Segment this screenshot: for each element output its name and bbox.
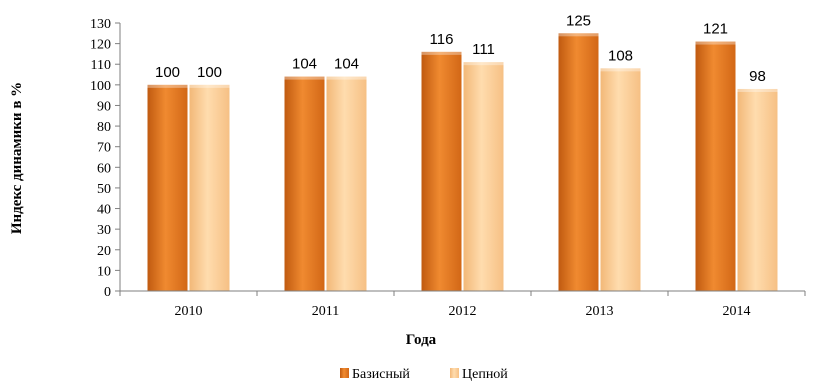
y-tick-label: 60: [97, 161, 111, 176]
bar-chain-2010: [189, 84, 230, 291]
y-tick-label: 130: [90, 17, 111, 32]
y-tick-label: 90: [97, 99, 111, 114]
data-label: 98: [749, 68, 766, 85]
data-label: 108: [608, 47, 633, 64]
bar-highlight: [695, 41, 736, 45]
bar-chain-2013: [600, 68, 641, 291]
bars-group: [147, 33, 778, 292]
data-label: 104: [292, 56, 317, 73]
y-tick-label: 30: [97, 223, 111, 238]
bar-highlight: [737, 88, 778, 92]
data-label: 104: [334, 56, 359, 73]
data-labels-group: 100 100 104 104 116 111 125 108 121 98: [155, 12, 766, 85]
x-tick-label: 2010: [175, 304, 203, 319]
legend: Базисный Цепной: [340, 367, 508, 382]
legend-label-0: Базисный: [352, 367, 410, 382]
bar-highlight: [421, 51, 462, 55]
y-tick-label: 120: [90, 38, 111, 53]
bar-highlight: [284, 76, 325, 80]
y-tick-label: 110: [91, 58, 111, 73]
y-tick-label: 80: [97, 120, 111, 135]
data-label: 111: [472, 41, 495, 58]
y-tick-label: 100: [90, 79, 111, 94]
data-label: 125: [566, 12, 591, 29]
y-tick-label: 50: [97, 182, 111, 197]
bar-chain-2011: [326, 76, 367, 291]
bar-highlight: [147, 84, 188, 88]
bar-highlight: [558, 33, 599, 37]
legend-swatch-0: [340, 368, 349, 378]
bar-highlight: [600, 68, 641, 72]
x-tick-label: 2014: [723, 304, 751, 319]
bar-highlight: [326, 76, 367, 80]
y-axis-title: Индекс динамики в %: [9, 82, 25, 234]
data-label: 121: [703, 21, 728, 38]
x-axis-ticks: 2010 2011 2012 2013 2014: [119, 291, 806, 319]
y-tick-label: 10: [97, 264, 111, 279]
data-label: 100: [197, 64, 222, 81]
y-tick-label: 40: [97, 203, 111, 218]
bar-base-2011: [284, 76, 325, 291]
bar-base-2013: [558, 33, 599, 292]
legend-swatch-1: [450, 368, 459, 378]
y-axis-ticks: 0 10 20 30 40 50 60 70 80 90 100 110 120 130: [90, 17, 120, 300]
y-tick-label: 0: [104, 285, 111, 300]
x-axis-title: Года: [406, 332, 437, 348]
x-tick-label: 2011: [312, 304, 339, 319]
bar-chain-2012: [463, 62, 504, 291]
x-tick-label: 2013: [586, 304, 614, 319]
data-label: 100: [155, 64, 180, 81]
bar-base-2014: [695, 41, 736, 291]
x-tick-label: 2012: [449, 304, 477, 319]
bar-base-2010: [147, 84, 188, 291]
bar-highlight: [463, 62, 504, 66]
y-tick-label: 20: [97, 244, 111, 259]
bar-base-2012: [421, 51, 462, 291]
bar-highlight: [189, 84, 230, 88]
data-label: 116: [430, 31, 454, 48]
legend-label-1: Цепной: [462, 367, 508, 382]
bar-chain-2014: [737, 88, 778, 291]
y-tick-label: 70: [97, 141, 111, 156]
